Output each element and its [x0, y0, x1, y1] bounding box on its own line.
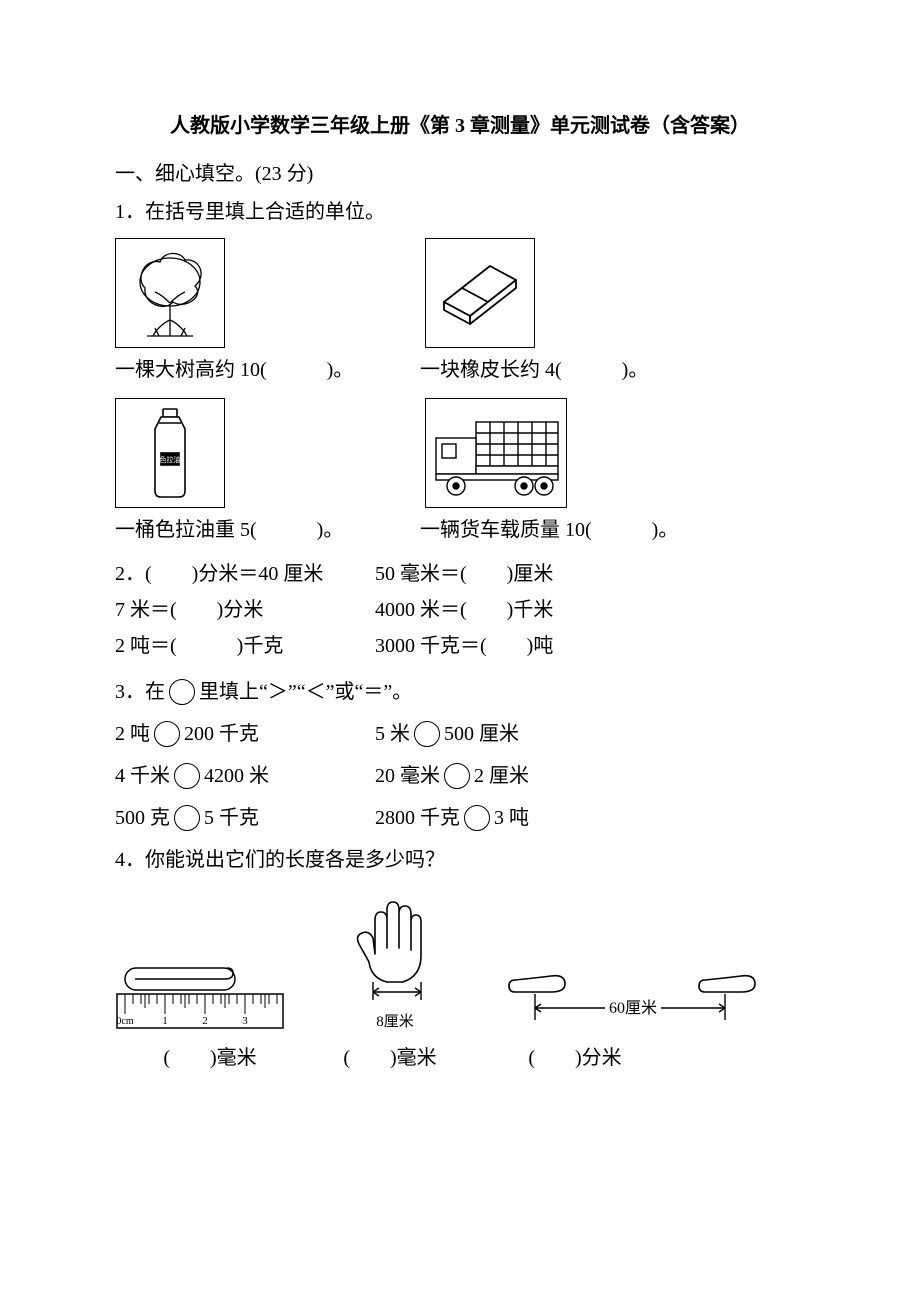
eraser-icon: [432, 258, 528, 328]
circle-slot-icon: [169, 679, 195, 705]
oil-bottle-icon: 色拉油: [135, 405, 205, 501]
q3-r1-r-a: 5 米: [375, 718, 410, 750]
truck-caption: 一辆货车载质量 10( )。: [420, 514, 678, 546]
q3-prompt-post: 里填上“＞”“＜”或“＝”。: [199, 676, 412, 708]
oil-image: 色拉油: [115, 398, 225, 508]
ruler-tick-3: 3: [242, 1015, 248, 1027]
q2-row-2: 7 米＝( )分米 4000 米＝( )千米: [115, 594, 805, 626]
q4-feet-figure: 60厘米: [505, 964, 765, 1034]
footprint-icon: 60厘米: [505, 964, 765, 1034]
section-1-header: 一、细心填空。(23 分): [115, 158, 805, 190]
q3-r3-r-b: 3 吨: [494, 802, 529, 834]
q3-r1-l-b: 200 千克: [184, 718, 259, 750]
tree-image: [115, 238, 225, 348]
tree-caption-post: )。: [327, 359, 354, 381]
q3-r3-l-a: 500 克: [115, 802, 170, 834]
circle-slot-icon: [174, 805, 200, 831]
tree-caption-pre: 一棵大树高约 10(: [115, 359, 267, 381]
q3-row-3: 500 克 5 千克 2800 千克 3 吨: [115, 802, 805, 834]
oil-caption-pre: 一桶色拉油重 5(: [115, 519, 257, 541]
q1-caption-row-2: 一桶色拉油重 5( )。 一辆货车载质量 10( )。: [115, 514, 805, 546]
circle-slot-icon: [444, 763, 470, 789]
ruler-tick-2: 2: [202, 1015, 208, 1027]
circle-slot-icon: [154, 721, 180, 747]
q2-r3-right: 3000 千克＝( )吨: [375, 630, 553, 662]
ruler-tick-0: 0cm: [116, 1016, 133, 1027]
hand-label: 8厘米: [376, 1010, 414, 1034]
oil-caption-post: )。: [317, 519, 344, 541]
feet-label: 60厘米: [609, 999, 657, 1017]
q3-prompt-pre: 3．在: [115, 676, 165, 708]
eraser-caption: 一块橡皮长约 4( )。: [420, 354, 648, 386]
eraser-image: [425, 238, 535, 348]
circle-slot-icon: [414, 721, 440, 747]
q1-image-row-2: 色拉油: [115, 398, 805, 508]
eraser-caption-post: )。: [622, 359, 649, 381]
q4-figure-row: 0cm 1 2 3 8厘米: [115, 890, 805, 1034]
q3-r2-r-b: 2 厘米: [474, 760, 529, 792]
q4-hand-figure: 8厘米: [345, 890, 445, 1034]
q2-row-1: 2．( )分米＝40 厘米 50 毫米＝( )厘米: [115, 558, 805, 590]
oil-caption: 一桶色拉油重 5( )。: [115, 514, 420, 546]
q3-row-1: 2 吨 200 千克 5 米 500 厘米: [115, 718, 805, 750]
truck-image: [425, 398, 567, 508]
ruler-tick-1: 1: [162, 1015, 168, 1027]
q3-r2-l-b: 4200 米: [204, 760, 269, 792]
worksheet-page: 人教版小学数学三年级上册《第 3 章测量》单元测试卷（含答案） 一、细心填空。(…: [0, 0, 920, 1134]
q4-ans-2: ( )毫米: [305, 1042, 475, 1074]
q1-prompt: 1．在括号里填上合适的单位。: [115, 196, 805, 228]
truck-caption-pre: 一辆货车载质量 10(: [420, 519, 592, 541]
q3-r3-r-a: 2800 千克: [375, 802, 460, 834]
q4-ans-1: ( )毫米: [115, 1042, 305, 1074]
hand-icon: [345, 890, 445, 1010]
oil-label-text: 色拉油: [160, 455, 181, 464]
q3-r2-l-a: 4 千米: [115, 760, 170, 792]
circle-slot-icon: [464, 805, 490, 831]
q3-r1-l-a: 2 吨: [115, 718, 150, 750]
q2-r2-left: 7 米＝( )分米: [115, 594, 375, 626]
circle-slot-icon: [174, 763, 200, 789]
q2-r1-left: 2．( )分米＝40 厘米: [115, 558, 375, 590]
truck-icon: [430, 408, 562, 498]
q2-r3-left: 2 吨＝( )千克: [115, 630, 375, 662]
q2-r2-right: 4000 米＝( )千米: [375, 594, 553, 626]
page-title: 人教版小学数学三年级上册《第 3 章测量》单元测试卷（含答案）: [115, 110, 805, 142]
q1-caption-row-1: 一棵大树高约 10( )。 一块橡皮长约 4( )。: [115, 354, 805, 386]
eraser-caption-pre: 一块橡皮长约 4(: [420, 359, 562, 381]
tree-caption: 一棵大树高约 10( )。: [115, 354, 420, 386]
q3-r3-l-b: 5 千克: [204, 802, 259, 834]
q2-r1-right: 50 毫米＝( )厘米: [375, 558, 553, 590]
q4-prompt: 4．你能说出它们的长度各是多少吗？: [115, 844, 805, 876]
truck-caption-post: )。: [652, 519, 679, 541]
q4-answer-row: ( )毫米 ( )毫米 ( )分米: [115, 1042, 805, 1074]
q3-prompt: 3．在 里填上“＞”“＜”或“＝”。: [115, 676, 805, 708]
q3-row-2: 4 千米 4200 米 20 毫米 2 厘米: [115, 760, 805, 792]
q1-image-row-1: [115, 238, 805, 348]
q3-r2-r-a: 20 毫米: [375, 760, 440, 792]
q4-ruler-figure: 0cm 1 2 3: [115, 962, 285, 1034]
q3-r1-r-b: 500 厘米: [444, 718, 519, 750]
q2-row-3: 2 吨＝( )千克 3000 千克＝( )吨: [115, 630, 805, 662]
q4-ans-3: ( )分米: [475, 1042, 675, 1074]
ruler-icon: 0cm 1 2 3: [115, 962, 285, 1034]
tree-icon: [125, 248, 215, 338]
